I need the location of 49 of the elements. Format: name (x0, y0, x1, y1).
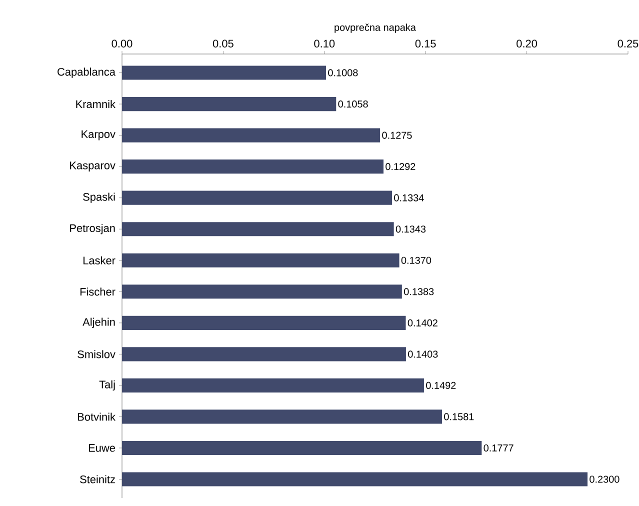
data-label: 0.1383 (404, 288, 434, 296)
data-label: 0.1370 (401, 256, 432, 264)
x-tick-label: 0.20 (516, 40, 538, 48)
y-tick-label: Euwe (88, 444, 115, 452)
bar (122, 253, 400, 268)
data-label: 0.1492 (426, 382, 456, 389)
x-tick-label: 0.05 (212, 40, 234, 48)
y-tick-label: Kasparov (70, 162, 116, 172)
y-tick-label: Smislov (78, 350, 116, 358)
y-tick-label: Capablanca (58, 68, 116, 78)
y-tick-label: Lasker (84, 256, 116, 264)
bar (122, 190, 392, 205)
y-tick-label: Petrosjan (70, 224, 115, 234)
y-tick-label: Botvinik (78, 412, 116, 421)
x-tick-label: 0.15 (415, 40, 436, 48)
y-tick-label: Spaski (83, 192, 115, 203)
x-tick-label: 0.25 (618, 40, 638, 48)
x-axis-title: povprečna napaka (334, 24, 416, 33)
y-tick-label: Aljehin (82, 318, 115, 328)
y-tick-label: Karpov (82, 130, 116, 140)
bar (122, 316, 406, 330)
y-tick-label: Kramnik (76, 100, 116, 108)
bar (122, 284, 402, 299)
x-tick-label: 0.00 (112, 40, 132, 48)
data-label: 0.1058 (338, 100, 368, 108)
data-label: 0.2300 (590, 476, 620, 483)
x-tick-label: 0.10 (314, 40, 335, 48)
y-tick-label: Fischer (80, 288, 116, 296)
data-label: 0.1343 (396, 226, 426, 233)
bar (122, 440, 482, 456)
bar (122, 66, 326, 80)
data-label: 0.1403 (408, 350, 438, 358)
data-label: 0.1581 (444, 413, 474, 420)
data-label: 0.1275 (382, 132, 412, 139)
data-label: 0.1334 (394, 194, 424, 202)
y-tick-label: Talj (99, 380, 115, 391)
data-label: 0.1402 (408, 319, 438, 326)
bar (122, 378, 424, 392)
data-label: 0.1777 (484, 444, 514, 452)
bar (122, 472, 588, 486)
bar (122, 347, 406, 362)
y-tick-label: Steinitz (80, 475, 115, 484)
bar (122, 410, 442, 424)
data-label: 0.1292 (386, 163, 416, 170)
bar (122, 222, 394, 236)
data-label: 0.1008 (328, 69, 358, 76)
bar (122, 96, 336, 112)
bar (122, 160, 384, 174)
bar (122, 128, 380, 142)
